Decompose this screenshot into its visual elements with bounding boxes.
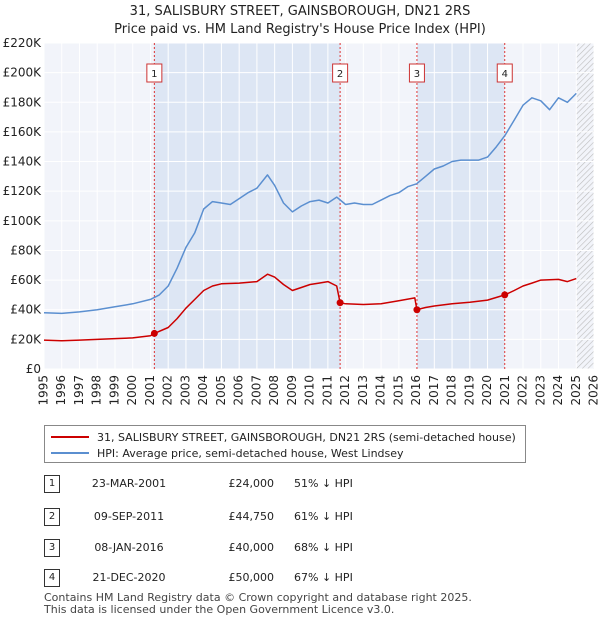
x-tick-label: 2019 bbox=[462, 375, 476, 406]
transaction-badge: 3 bbox=[44, 539, 60, 557]
legend-label-property: 31, SALISBURY STREET, GAINSBOROUGH, DN21… bbox=[97, 430, 516, 444]
footer-copyright: Contains HM Land Registry data © Crown c… bbox=[44, 591, 472, 604]
x-tick-label: 2022 bbox=[516, 375, 530, 406]
transaction-label: 4 bbox=[502, 69, 508, 80]
y-tick-label: £140K bbox=[3, 155, 43, 169]
legend-item-hpi: HPI: Average price, semi-detached house,… bbox=[51, 445, 404, 461]
transaction-price: £44,750 bbox=[228, 510, 275, 523]
future-region bbox=[576, 43, 594, 369]
x-tick-label: 2023 bbox=[533, 375, 547, 406]
y-tick-label: £60K bbox=[10, 273, 42, 287]
x-tick-label: 2005 bbox=[214, 375, 228, 406]
transaction-hpi: 67% ↓ HPI bbox=[294, 571, 353, 584]
transaction-badge: 2 bbox=[44, 508, 60, 526]
chart-subtitle: Price paid vs. HM Land Registry's House … bbox=[114, 22, 486, 37]
x-tick-label: 2016 bbox=[409, 375, 423, 406]
legend-swatch-hpi bbox=[51, 452, 89, 454]
transaction-point bbox=[336, 299, 344, 307]
transaction-hpi: 51% ↓ HPI bbox=[294, 477, 353, 490]
transaction-price: £24,000 bbox=[228, 477, 275, 490]
transaction-hpi: 61% ↓ HPI bbox=[294, 510, 353, 523]
transaction-point bbox=[501, 291, 509, 299]
transaction-label: 2 bbox=[337, 69, 343, 80]
x-tick-label: 2026 bbox=[587, 375, 600, 406]
transaction-label-box bbox=[496, 63, 513, 83]
x-tick-label: 2000 bbox=[125, 375, 139, 406]
y-tick-label: £160K bbox=[3, 125, 43, 139]
highlight-band bbox=[154, 43, 341, 369]
x-tick-label: 1998 bbox=[90, 375, 104, 406]
y-tick-label: £80K bbox=[10, 243, 42, 257]
transaction-hpi: 68% ↓ HPI bbox=[294, 541, 353, 554]
transaction-price: £40,000 bbox=[228, 541, 275, 554]
x-tick-label: 2007 bbox=[249, 375, 263, 406]
transaction-label: 3 bbox=[414, 69, 420, 80]
x-tick-label: 2002 bbox=[161, 375, 175, 406]
y-tick-label: £120K bbox=[3, 184, 43, 198]
chart-title: 31, SALISBURY STREET, GAINSBOROUGH, DN21… bbox=[129, 4, 471, 19]
legend-label-hpi: HPI: Average price, semi-detached house,… bbox=[97, 446, 404, 460]
transaction-badge: 1 bbox=[44, 475, 60, 493]
x-tick-label: 2025 bbox=[569, 375, 583, 406]
transaction-row: 1 23-MAR-2001 £24,000 51% ↓ HPI bbox=[44, 472, 564, 496]
x-tick-label: 2018 bbox=[445, 375, 459, 406]
transaction-label: 1 bbox=[151, 69, 157, 80]
property-price-line bbox=[43, 273, 577, 342]
x-tick-label: 1996 bbox=[54, 375, 68, 406]
hpi-line bbox=[43, 92, 577, 315]
x-tick-label: 2014 bbox=[374, 375, 388, 406]
transaction-label-box bbox=[408, 63, 425, 83]
transaction-point bbox=[150, 329, 158, 337]
x-tick-label: 1997 bbox=[72, 375, 86, 406]
x-tick-label: 1995 bbox=[37, 375, 51, 406]
transaction-point bbox=[413, 306, 421, 314]
x-tick-label: 2012 bbox=[338, 375, 352, 406]
transaction-date: 21-DEC-2020 bbox=[92, 571, 166, 584]
y-tick-label: £40K bbox=[10, 303, 42, 317]
legend-swatch-property bbox=[51, 436, 89, 438]
y-tick-label: £100K bbox=[3, 214, 43, 228]
y-tick-label: £200K bbox=[3, 66, 43, 80]
x-tick-label: 2008 bbox=[267, 375, 281, 406]
y-tick-label: £0 bbox=[26, 362, 41, 376]
x-tick-label: 2017 bbox=[427, 375, 441, 406]
y-tick-label: £20K bbox=[10, 332, 42, 346]
transaction-row: 3 08-JAN-2016 £40,000 68% ↓ HPI bbox=[44, 536, 564, 560]
legend: 31, SALISBURY STREET, GAINSBOROUGH, DN21… bbox=[44, 425, 526, 463]
price-chart: 1 2 3 4 £0 £20K £40K £60K £80K £100K £120K £140K £16… bbox=[3, 36, 600, 406]
x-tick-label: 2021 bbox=[498, 375, 512, 406]
x-tick-label: 2004 bbox=[196, 375, 210, 406]
legend-item-property: 31, SALISBURY STREET, GAINSBOROUGH, DN21… bbox=[51, 429, 516, 445]
transaction-price: £50,000 bbox=[228, 571, 275, 584]
x-tick-label: 2009 bbox=[285, 375, 299, 406]
x-tick-label: 2020 bbox=[480, 375, 494, 406]
highlight-band bbox=[416, 43, 505, 369]
x-tick-label: 2013 bbox=[356, 375, 370, 406]
transaction-label-box bbox=[146, 63, 163, 83]
transaction-badge: 4 bbox=[44, 569, 60, 587]
y-tick-label: £180K bbox=[3, 95, 43, 109]
x-tick-label: 2001 bbox=[143, 375, 157, 406]
transaction-label-box bbox=[332, 63, 349, 83]
x-tick-label: 2011 bbox=[320, 375, 334, 406]
footer-licence: This data is licensed under the Open Gov… bbox=[44, 603, 395, 616]
y-tick-label: £220K bbox=[3, 36, 43, 50]
x-tick-label: 1999 bbox=[107, 375, 121, 406]
x-tick-label: 2015 bbox=[391, 375, 405, 406]
x-tick-label: 2003 bbox=[178, 375, 192, 406]
transaction-date: 23-MAR-2001 bbox=[91, 477, 167, 490]
transaction-date: 08-JAN-2016 bbox=[94, 541, 164, 554]
transaction-row: 4 21-DEC-2020 £50,000 67% ↓ HPI bbox=[44, 566, 564, 590]
x-tick-label: 2006 bbox=[232, 375, 246, 406]
x-tick-label: 2010 bbox=[303, 375, 317, 406]
x-tick-label: 2024 bbox=[551, 375, 565, 406]
transaction-date: 09-SEP-2011 bbox=[93, 510, 165, 523]
transaction-row: 2 09-SEP-2011 £44,750 61% ↓ HPI bbox=[44, 505, 564, 529]
